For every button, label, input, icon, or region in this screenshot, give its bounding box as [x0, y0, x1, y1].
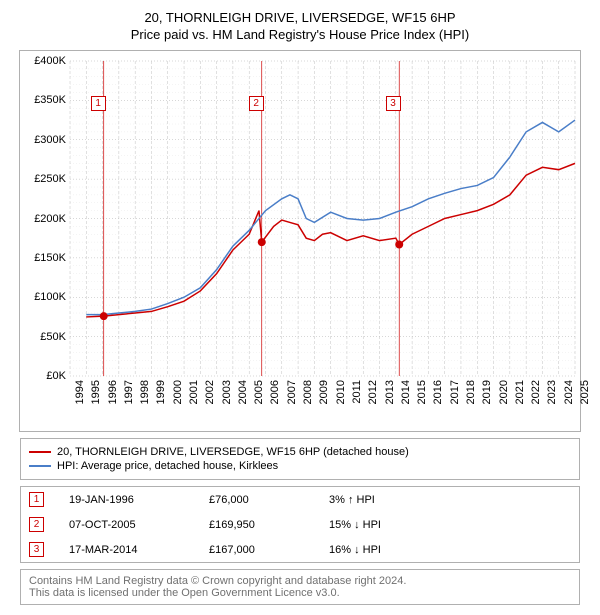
x-tick-label: 2019	[481, 380, 493, 404]
sale-price: £169,950	[209, 519, 329, 531]
x-tick-label: 2013	[384, 380, 396, 404]
title-line-2: Price paid vs. HM Land Registry's House …	[10, 27, 590, 42]
x-tick-label: 2023	[546, 380, 558, 404]
x-tick-label: 2024	[563, 380, 575, 404]
x-tick-label: 2012	[367, 380, 379, 404]
sales-row: 3 17-MAR-2014£167,00016% ↓ HPI	[21, 537, 579, 562]
sales-row: 2 07-OCT-2005£169,95015% ↓ HPI	[21, 512, 579, 537]
sales-marker: 3	[29, 542, 44, 557]
footer-line-2: This data is licensed under the Open Gov…	[29, 587, 571, 599]
y-tick-label: £400K	[34, 55, 66, 67]
legend-label: HPI: Average price, detached house, Kirk…	[57, 460, 278, 472]
plot-area: £0K£50K£100K£150K£200K£250K£300K£350K£40…	[70, 61, 575, 376]
sales-marker: 1	[29, 492, 44, 507]
sale-date: 17-MAR-2014	[69, 544, 209, 556]
sale-date: 19-JAN-1996	[69, 494, 209, 506]
x-tick-label: 1996	[107, 380, 119, 404]
x-tick-label: 2009	[318, 380, 330, 404]
x-tick-label: 2000	[172, 380, 184, 404]
y-tick-label: £0K	[46, 370, 66, 382]
x-tick-label: 2002	[204, 380, 216, 404]
y-tick-label: £300K	[34, 134, 66, 146]
legend-swatch	[29, 465, 51, 467]
chart-title: 20, THORNLEIGH DRIVE, LIVERSEDGE, WF15 6…	[10, 10, 590, 42]
legend-item: HPI: Average price, detached house, Kirk…	[29, 460, 571, 472]
x-tick-label: 2011	[351, 380, 363, 404]
x-tick-label: 2017	[449, 380, 461, 404]
sale-delta: 16% ↓ HPI	[329, 544, 449, 556]
legend-item: 20, THORNLEIGH DRIVE, LIVERSEDGE, WF15 6…	[29, 446, 571, 458]
x-tick-label: 2018	[465, 380, 477, 404]
x-tick-label: 1998	[139, 380, 151, 404]
y-tick-label: £100K	[34, 291, 66, 303]
legend: 20, THORNLEIGH DRIVE, LIVERSEDGE, WF15 6…	[20, 438, 580, 480]
y-tick-label: £50K	[40, 331, 66, 343]
sale-delta: 15% ↓ HPI	[329, 519, 449, 531]
x-tick-label: 2007	[286, 380, 298, 404]
sale-delta: 3% ↑ HPI	[329, 494, 449, 506]
sale-price: £167,000	[209, 544, 329, 556]
sale-marker-2: 2	[249, 96, 264, 111]
x-tick-label: 2015	[416, 380, 428, 404]
chart-container: £0K £50K £100K £150K £200K £250K £300K £350K £40…	[19, 50, 581, 432]
x-tick-label: 2016	[432, 380, 444, 404]
x-tick-label: 1994	[74, 380, 86, 404]
plot-svg	[70, 61, 575, 376]
x-tick-label: 2022	[530, 380, 542, 404]
x-tick-label: 2025	[579, 380, 591, 404]
y-tick-label: £250K	[34, 173, 66, 185]
y-tick-label: £200K	[34, 213, 66, 225]
y-tick-label: £150K	[34, 252, 66, 264]
sales-marker: 2	[29, 517, 44, 532]
sales-table: 119-JAN-1996£76,0003% ↑ HPI207-OCT-2005£…	[20, 486, 580, 563]
x-tick-label: 1997	[123, 380, 135, 404]
x-tick-label: 2005	[253, 380, 265, 404]
y-tick-label: £350K	[34, 94, 66, 106]
x-tick-label: 2021	[514, 380, 526, 404]
sale-marker-3: 3	[386, 96, 401, 111]
x-tick-label: 2014	[400, 380, 412, 404]
x-tick-label: 2004	[237, 380, 249, 404]
sales-row: 1 19-JAN-1996£76,0003% ↑ HPI	[21, 487, 579, 512]
title-line-1: 20, THORNLEIGH DRIVE, LIVERSEDGE, WF15 6…	[10, 10, 590, 25]
x-tick-label: 2003	[221, 380, 233, 404]
legend-swatch	[29, 451, 51, 453]
x-tick-label: 2010	[335, 380, 347, 404]
x-tick-label: 2001	[188, 380, 200, 404]
x-tick-label: 2020	[498, 380, 510, 404]
x-tick-label: 1999	[155, 380, 167, 404]
sale-marker-1: 1	[91, 96, 106, 111]
legend-label: 20, THORNLEIGH DRIVE, LIVERSEDGE, WF15 6…	[57, 446, 409, 458]
x-tick-label: 2008	[302, 380, 314, 404]
x-tick-label: 2006	[269, 380, 281, 404]
sale-price: £76,000	[209, 494, 329, 506]
footer-line-1: Contains HM Land Registry data © Crown c…	[29, 575, 571, 587]
sale-date: 07-OCT-2005	[69, 519, 209, 531]
x-tick-label: 1995	[90, 380, 102, 404]
attribution-footer: Contains HM Land Registry data © Crown c…	[20, 569, 580, 605]
